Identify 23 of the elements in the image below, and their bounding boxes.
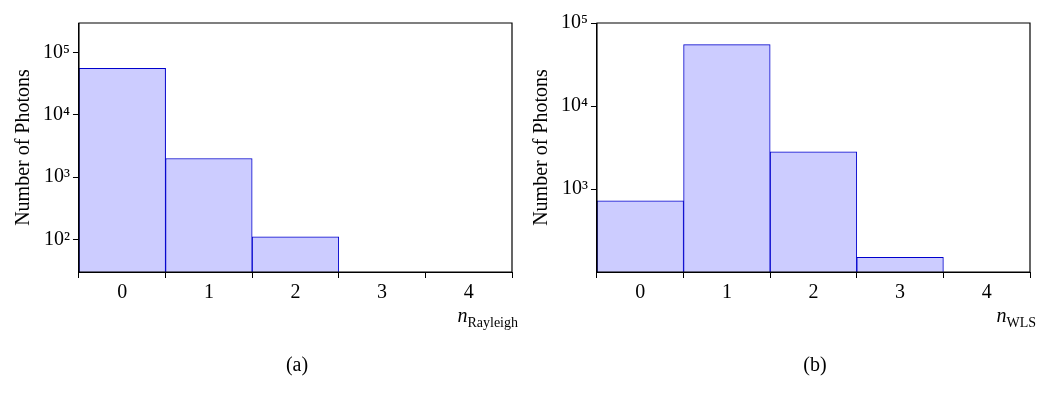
y-tick-label: 10³ bbox=[43, 164, 70, 187]
x-tick-label: 4 bbox=[463, 280, 474, 303]
x-tick-label: 4 bbox=[981, 280, 992, 303]
y-tick-label: 10⁴ bbox=[42, 102, 70, 125]
text: (b) bbox=[802, 353, 828, 376]
x-tick-label: 0 bbox=[117, 280, 128, 303]
text: (a) bbox=[284, 353, 310, 376]
x-tick-label: 1 bbox=[203, 280, 214, 303]
y-tick-label: 10³ bbox=[561, 176, 588, 199]
x-axis-title: n$_{Rayleigh}$ bbox=[457, 304, 518, 331]
x-tick-label: 3 bbox=[377, 280, 388, 303]
x-axis-title: n$_{WLS}$ bbox=[996, 304, 1036, 331]
x-tick-label: 1 bbox=[721, 280, 732, 303]
y-tick-label: 10⁵ bbox=[560, 10, 588, 33]
x-tick-label: 2 bbox=[808, 280, 819, 303]
y-axis-title: Number of Photons bbox=[529, 68, 552, 226]
x-tick-label: 2 bbox=[290, 280, 301, 303]
y-tick-label: 10² bbox=[43, 226, 70, 249]
x-tick-label: 0 bbox=[635, 280, 646, 303]
y-axis-title: Number of Photons bbox=[11, 68, 34, 226]
x-tick-label: 3 bbox=[895, 280, 906, 303]
y-tick-label: 10⁴ bbox=[560, 93, 588, 116]
y-tick-label: 10⁵ bbox=[42, 39, 70, 62]
